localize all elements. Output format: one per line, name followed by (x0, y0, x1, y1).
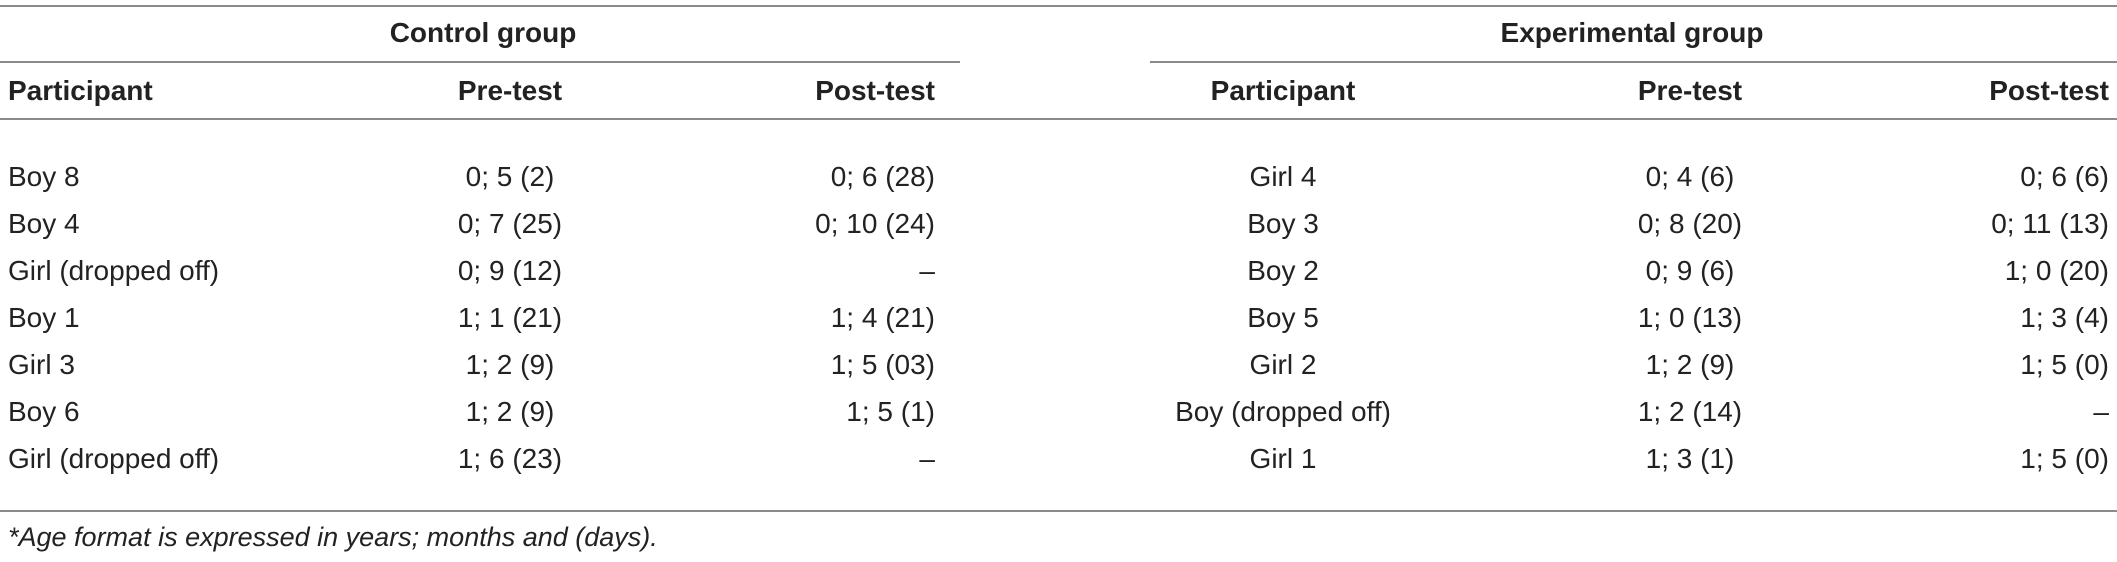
control-pre-test-cell: 1; 2 (9) (465, 396, 555, 427)
control-pre-test-cell: 0; 9 (12) (457, 255, 563, 286)
control-post-test-cell: 1; 5 (1) (846, 396, 935, 427)
experimental-post-test-cell: 1; 5 (0) (2020, 349, 2109, 380)
control-group-rule (0, 61, 960, 63)
control-participant-cell: Boy 6 (8, 396, 80, 427)
experimental-participant-cell: Girl 2 (1249, 349, 1317, 380)
experimental-pre-test-cell: 1; 2 (9) (1645, 349, 1735, 380)
experimental-pre-test-cell: 1; 3 (1) (1645, 443, 1735, 474)
experimental-post-test-cell: 0; 11 (13) (1991, 208, 2109, 239)
experimental-pre-test-cell: 1; 0 (13) (1637, 302, 1743, 333)
column-header-participant: Participant (8, 75, 153, 106)
column-header-pre-test: Pre-test (1637, 75, 1743, 106)
control-participant-cell: Boy 1 (8, 302, 80, 333)
experimental-post-test-cell: 1; 3 (4) (2020, 302, 2109, 333)
top-rule (0, 5, 2117, 7)
experimental-post-test-cell: 0; 6 (6) (2020, 161, 2109, 192)
experimental-pre-test-cell: 1; 2 (14) (1637, 396, 1743, 427)
experimental-post-test-cell: 1; 5 (0) (2020, 443, 2109, 474)
control-participant-cell: Boy 8 (8, 161, 80, 192)
control-post-test-cell: 0; 10 (24) (815, 208, 935, 239)
experimental-participant-cell: Girl 4 (1249, 161, 1317, 192)
control-pre-test-cell: 0; 5 (2) (465, 161, 555, 192)
experimental-participant-cell: Boy 3 (1247, 208, 1319, 239)
control-post-test-cell: 1; 5 (03) (830, 349, 935, 380)
control-participant-cell: Girl (dropped off) (8, 255, 220, 286)
experimental-group-header: Experimental group (1500, 17, 1764, 48)
column-header-pre-test: Pre-test (457, 75, 563, 106)
experimental-participant-cell: Boy 5 (1247, 302, 1319, 333)
column-header-post-test: Post-test (815, 75, 935, 106)
experimental-group-rule (1150, 61, 2117, 63)
experimental-pre-test-cell: 0; 8 (20) (1637, 208, 1743, 239)
experimental-pre-test-cell: 0; 4 (6) (1645, 161, 1735, 192)
control-pre-test-cell: 0; 7 (25) (457, 208, 563, 239)
control-post-test-cell: 1; 4 (21) (830, 302, 935, 333)
control-participant-cell: Boy 4 (8, 208, 80, 239)
table-footnote: *Age format is expressed in years; month… (8, 522, 658, 552)
bottom-rule (0, 510, 2117, 512)
control-post-test-cell: – (919, 255, 935, 286)
control-post-test-cell: – (919, 443, 935, 474)
control-pre-test-cell: 1; 1 (21) (457, 302, 563, 333)
experimental-participant-cell: Boy 2 (1247, 255, 1319, 286)
control-pre-test-cell: 1; 2 (9) (465, 349, 555, 380)
control-pre-test-cell: 1; 6 (23) (457, 443, 563, 474)
header-rule (0, 118, 2117, 120)
experimental-participant-cell: Boy (dropped off) (1175, 396, 1391, 427)
control-post-test-cell: 0; 6 (28) (830, 161, 935, 192)
experimental-participant-cell: Girl 1 (1249, 443, 1317, 474)
column-header-post-test: Post-test (1989, 75, 2109, 106)
experimental-post-test-cell: 1; 0 (20) (2004, 255, 2109, 286)
experimental-post-test-cell: – (2093, 396, 2109, 427)
control-participant-cell: Girl (dropped off) (8, 443, 220, 474)
column-header-participant: Participant (1210, 75, 1356, 106)
experimental-pre-test-cell: 0; 9 (6) (1645, 255, 1735, 286)
control-participant-cell: Girl 3 (8, 349, 75, 380)
control-group-header: Control group (389, 17, 577, 48)
